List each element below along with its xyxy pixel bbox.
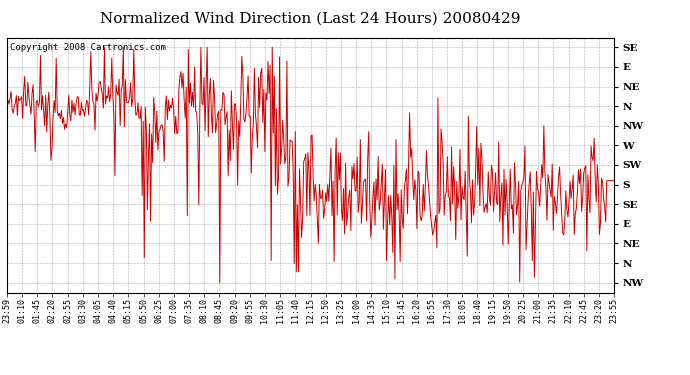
Text: Normalized Wind Direction (Last 24 Hours) 20080429: Normalized Wind Direction (Last 24 Hours… — [100, 11, 521, 25]
Text: Copyright 2008 Cartronics.com: Copyright 2008 Cartronics.com — [10, 43, 166, 52]
